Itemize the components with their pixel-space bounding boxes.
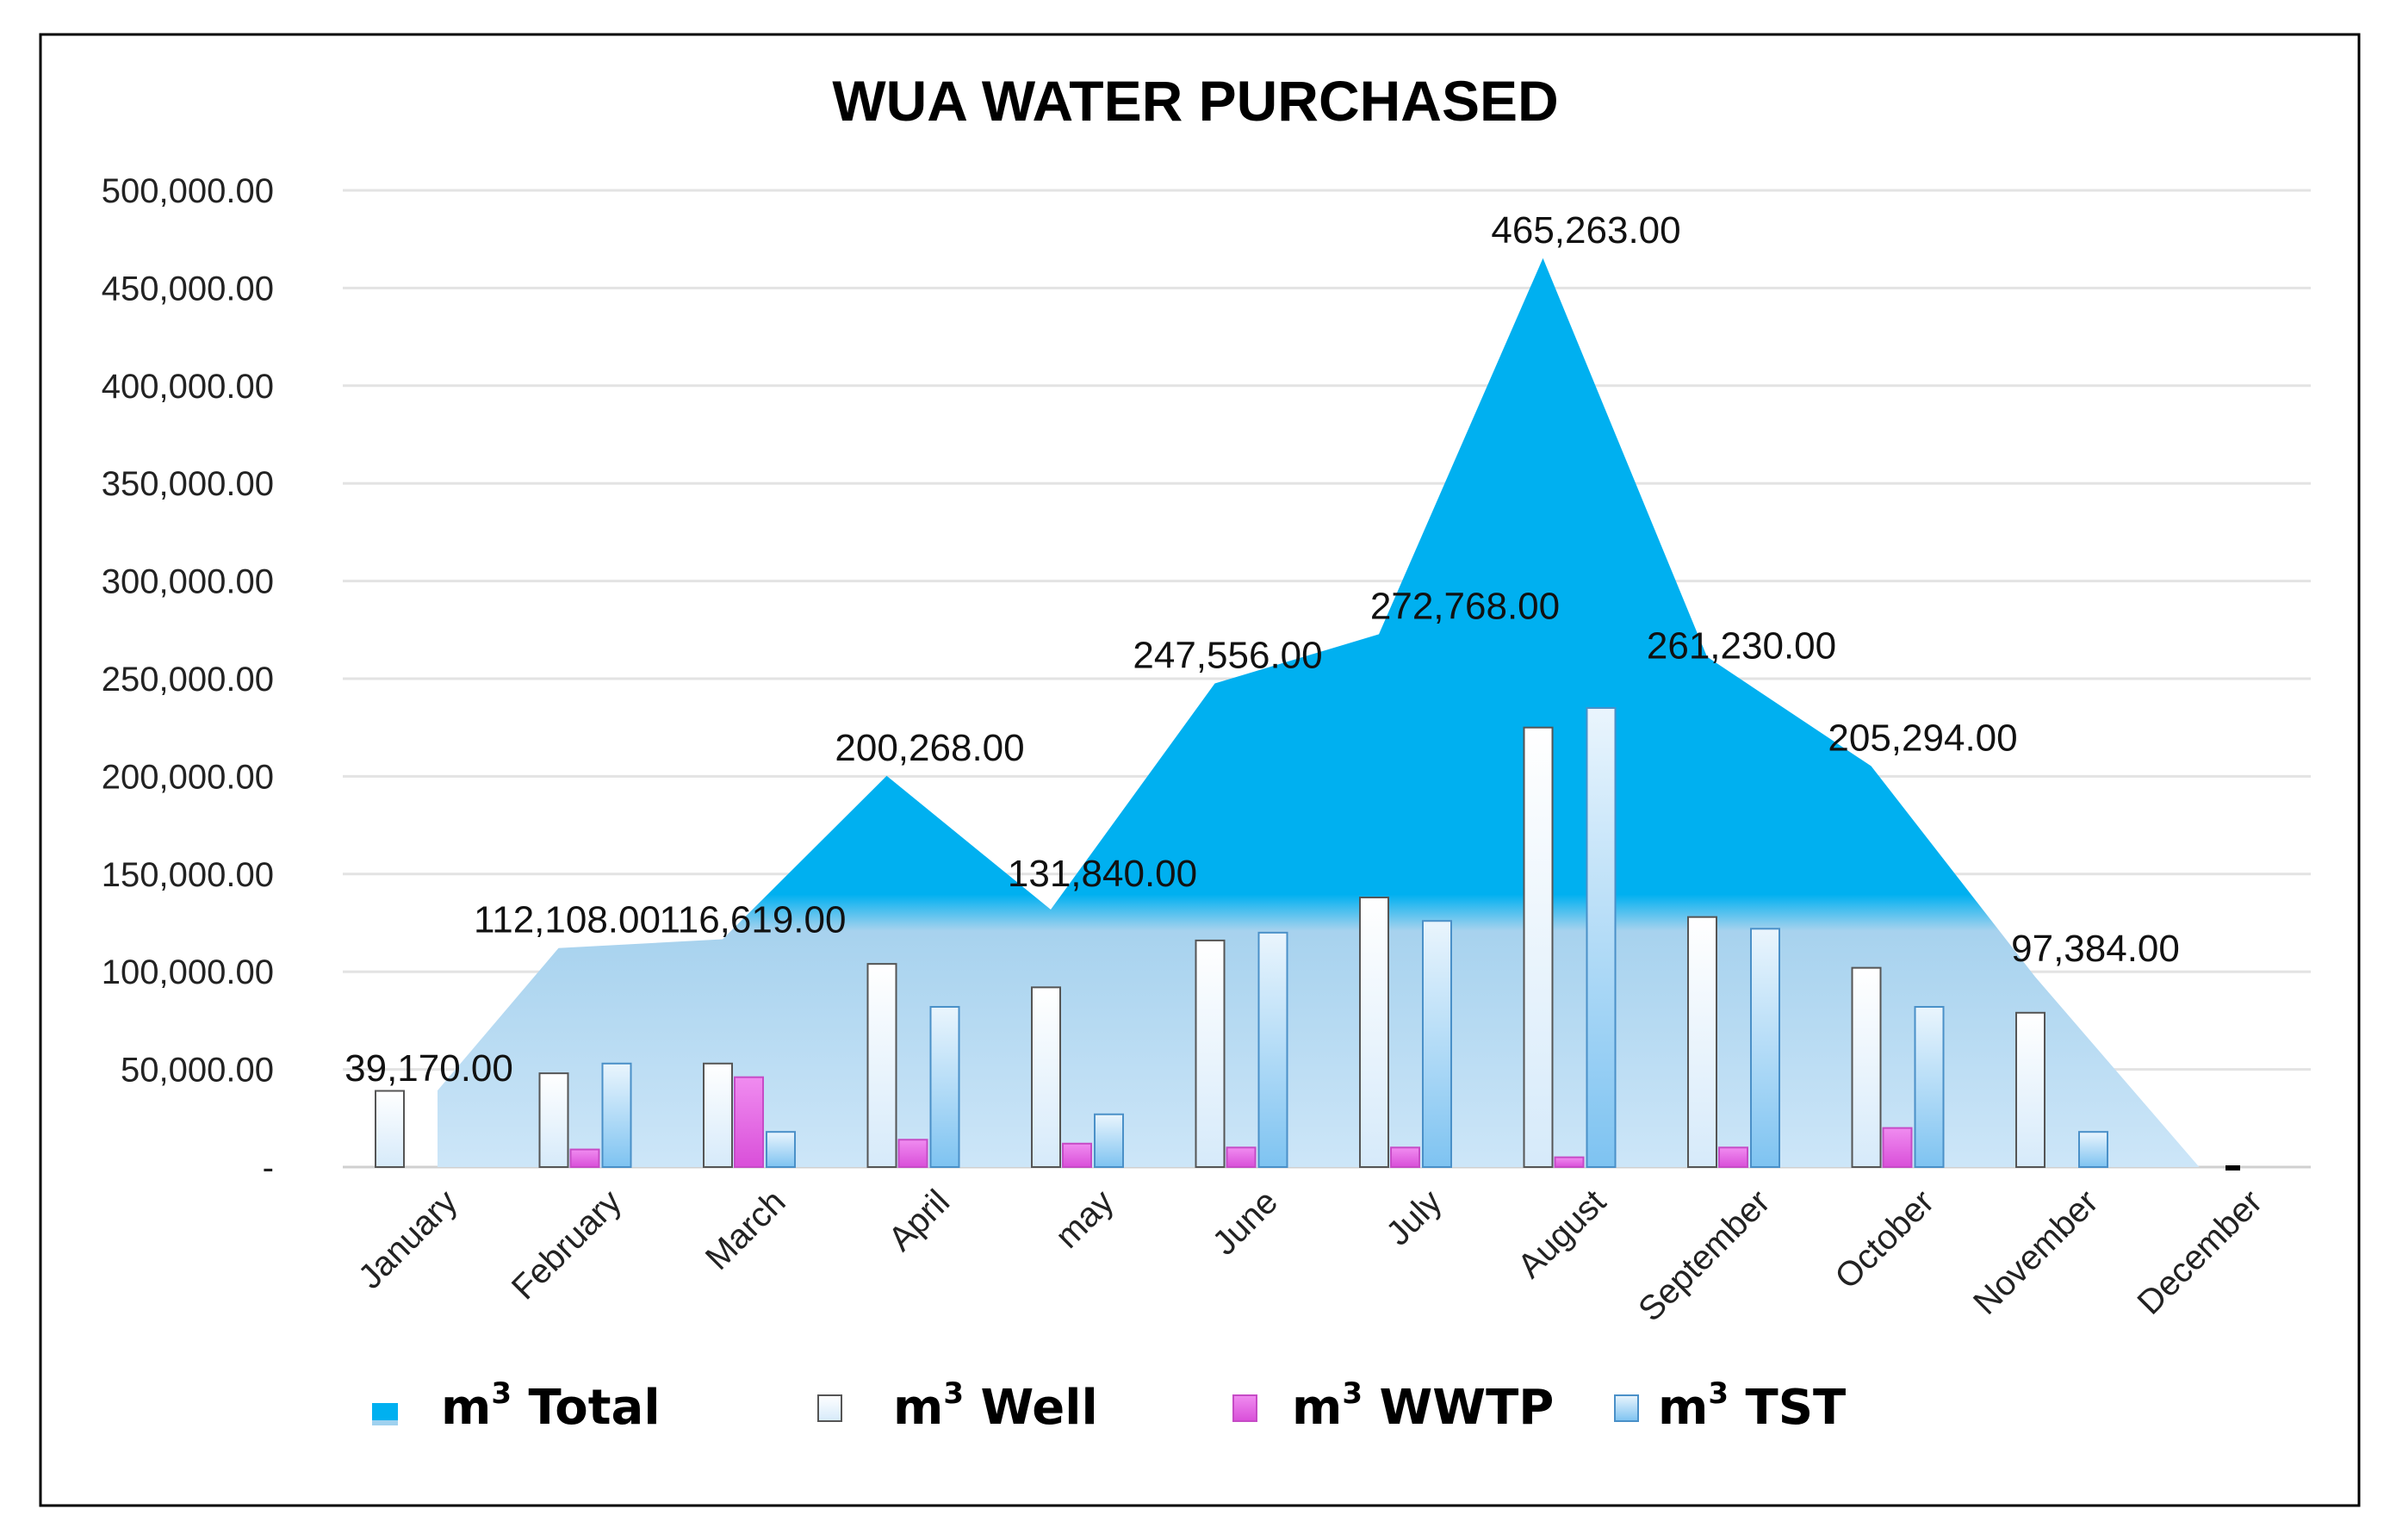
legend-label: m3 WWTP (1292, 1376, 1554, 1436)
y-tick-label: 50,000.00 (121, 1052, 274, 1090)
data-label: 39,170.00 (345, 1047, 513, 1090)
legend-swatch-wwtp (1232, 1394, 1257, 1422)
bar-tst (929, 1006, 960, 1169)
legend-swatch-total-base (372, 1420, 398, 1425)
bars (375, 707, 2108, 1169)
bar-tst (1750, 928, 1780, 1168)
bar-wwtp (1554, 1156, 1585, 1169)
bar-tst (601, 1062, 632, 1169)
data-label: 261,230.00 (1647, 625, 1836, 668)
bar-wwtp (1882, 1127, 1913, 1169)
bar-wwtp (897, 1139, 928, 1169)
legend-label: m3 Well (893, 1376, 1098, 1436)
bar-well (375, 1090, 405, 1168)
bar-well (703, 1062, 733, 1169)
bar-wwtp (1718, 1146, 1748, 1168)
data-label: 465,263.00 (1491, 209, 1680, 251)
y-tick-label: - (263, 1149, 274, 1187)
bar-tst (1094, 1113, 1124, 1169)
data-label: 205,294.00 (1828, 717, 2017, 759)
legend-swatch-total (372, 1403, 398, 1420)
data-label: 97,384.00 (2011, 928, 2180, 970)
y-tick-label: 500,000.00 (102, 172, 274, 210)
data-label: 200,268.00 (835, 727, 1024, 769)
bar-tst (1257, 931, 1288, 1168)
legend-label: m3 Total (441, 1376, 661, 1436)
data-label: 116,619.00 (660, 899, 847, 941)
y-axis-ticks: - 50,000.00 100,000.00 150,000.00 200,000.00… (102, 172, 274, 1187)
legend-swatch-tst (1614, 1394, 1639, 1422)
bar-well (538, 1072, 569, 1168)
data-label: 112,108.00 (474, 899, 661, 941)
data-label: 272,768.00 (1370, 585, 1560, 627)
bar-well (2015, 1011, 2045, 1168)
y-tick-label: 450,000.00 (102, 270, 274, 307)
bar-well (1851, 966, 1882, 1168)
y-tick-label: 300,000.00 (102, 563, 274, 601)
y-tick-label: 400,000.00 (102, 368, 274, 406)
bar-wwtp (1390, 1146, 1420, 1168)
bar-tst (1422, 920, 1452, 1169)
bar-wwtp (569, 1148, 600, 1169)
bar-well (1359, 897, 1389, 1168)
bar-well (1523, 726, 1554, 1168)
bar-wwtp (1226, 1146, 1257, 1168)
y-tick-label: 250,000.00 (102, 661, 274, 699)
bar-tst (1586, 707, 1617, 1168)
y-tick-label: 100,000.00 (102, 953, 274, 991)
bar-tst (2078, 1131, 2108, 1169)
bar-wwtp (734, 1076, 764, 1168)
legend-swatch-well (817, 1394, 842, 1422)
bar-well (1687, 916, 1717, 1169)
bar-well (1031, 986, 1061, 1168)
bar-tst (1914, 1006, 1945, 1169)
data-label-dash (2225, 1165, 2240, 1171)
y-tick-label: 150,000.00 (102, 856, 274, 894)
chart-title: WUA WATER PURCHASED (832, 69, 1558, 133)
bar-tst (766, 1131, 796, 1169)
bar-well (866, 963, 897, 1169)
data-label: 247,556.00 (1133, 635, 1322, 677)
bar-well (1195, 939, 1226, 1168)
y-tick-label: 200,000.00 (102, 758, 274, 796)
data-label: 131,840.00 (1008, 853, 1197, 895)
bar-wwtp (1062, 1142, 1092, 1169)
legend-label: m3 TST (1658, 1376, 1846, 1436)
legend: m3 Total m3 Well m3 WWTP m3 TST (372, 1376, 1846, 1436)
y-tick-label: 350,000.00 (102, 465, 274, 503)
